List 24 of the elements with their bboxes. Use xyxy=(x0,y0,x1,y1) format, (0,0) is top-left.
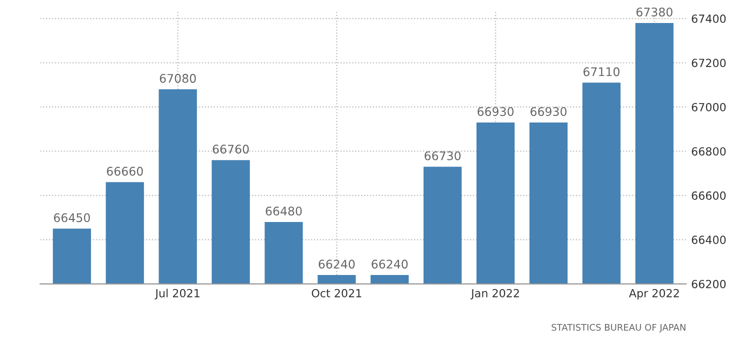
data-label: 66240 xyxy=(318,260,355,269)
y-tick-label: 66400 xyxy=(692,236,726,244)
data-label: 66760 xyxy=(212,144,249,154)
y-tick-label: 67000 xyxy=(692,102,726,112)
data-label: 66930 xyxy=(530,107,567,116)
x-tick-label: Oct 2021 xyxy=(312,288,362,298)
x-tick-label: Jul 2021 xyxy=(154,288,200,300)
data-label: 66930 xyxy=(478,107,514,116)
data-label: 66450 xyxy=(54,213,90,222)
data-label: 66480 xyxy=(266,206,302,216)
data-label: 66730 xyxy=(424,151,461,160)
y-tick-label: 66800 xyxy=(692,147,726,156)
data-label: 67110 xyxy=(584,67,620,76)
data-label: 67080 xyxy=(160,74,196,83)
data-label: 66660 xyxy=(106,166,143,176)
y-tick-label: 66600 xyxy=(692,191,726,200)
y-tick-label: 67400 xyxy=(692,14,726,23)
x-tick-label: Apr 2022 xyxy=(629,288,679,300)
y-tick-label: 67200 xyxy=(692,58,726,68)
text: STATISTICS BUREAU OF JAPAN xyxy=(552,324,686,332)
x-tick-label: Jan 2022 xyxy=(470,288,519,300)
y-tick-label: 66200 xyxy=(692,280,726,288)
data-label: 66240 xyxy=(372,260,408,269)
data-label: 67380 xyxy=(636,8,672,17)
